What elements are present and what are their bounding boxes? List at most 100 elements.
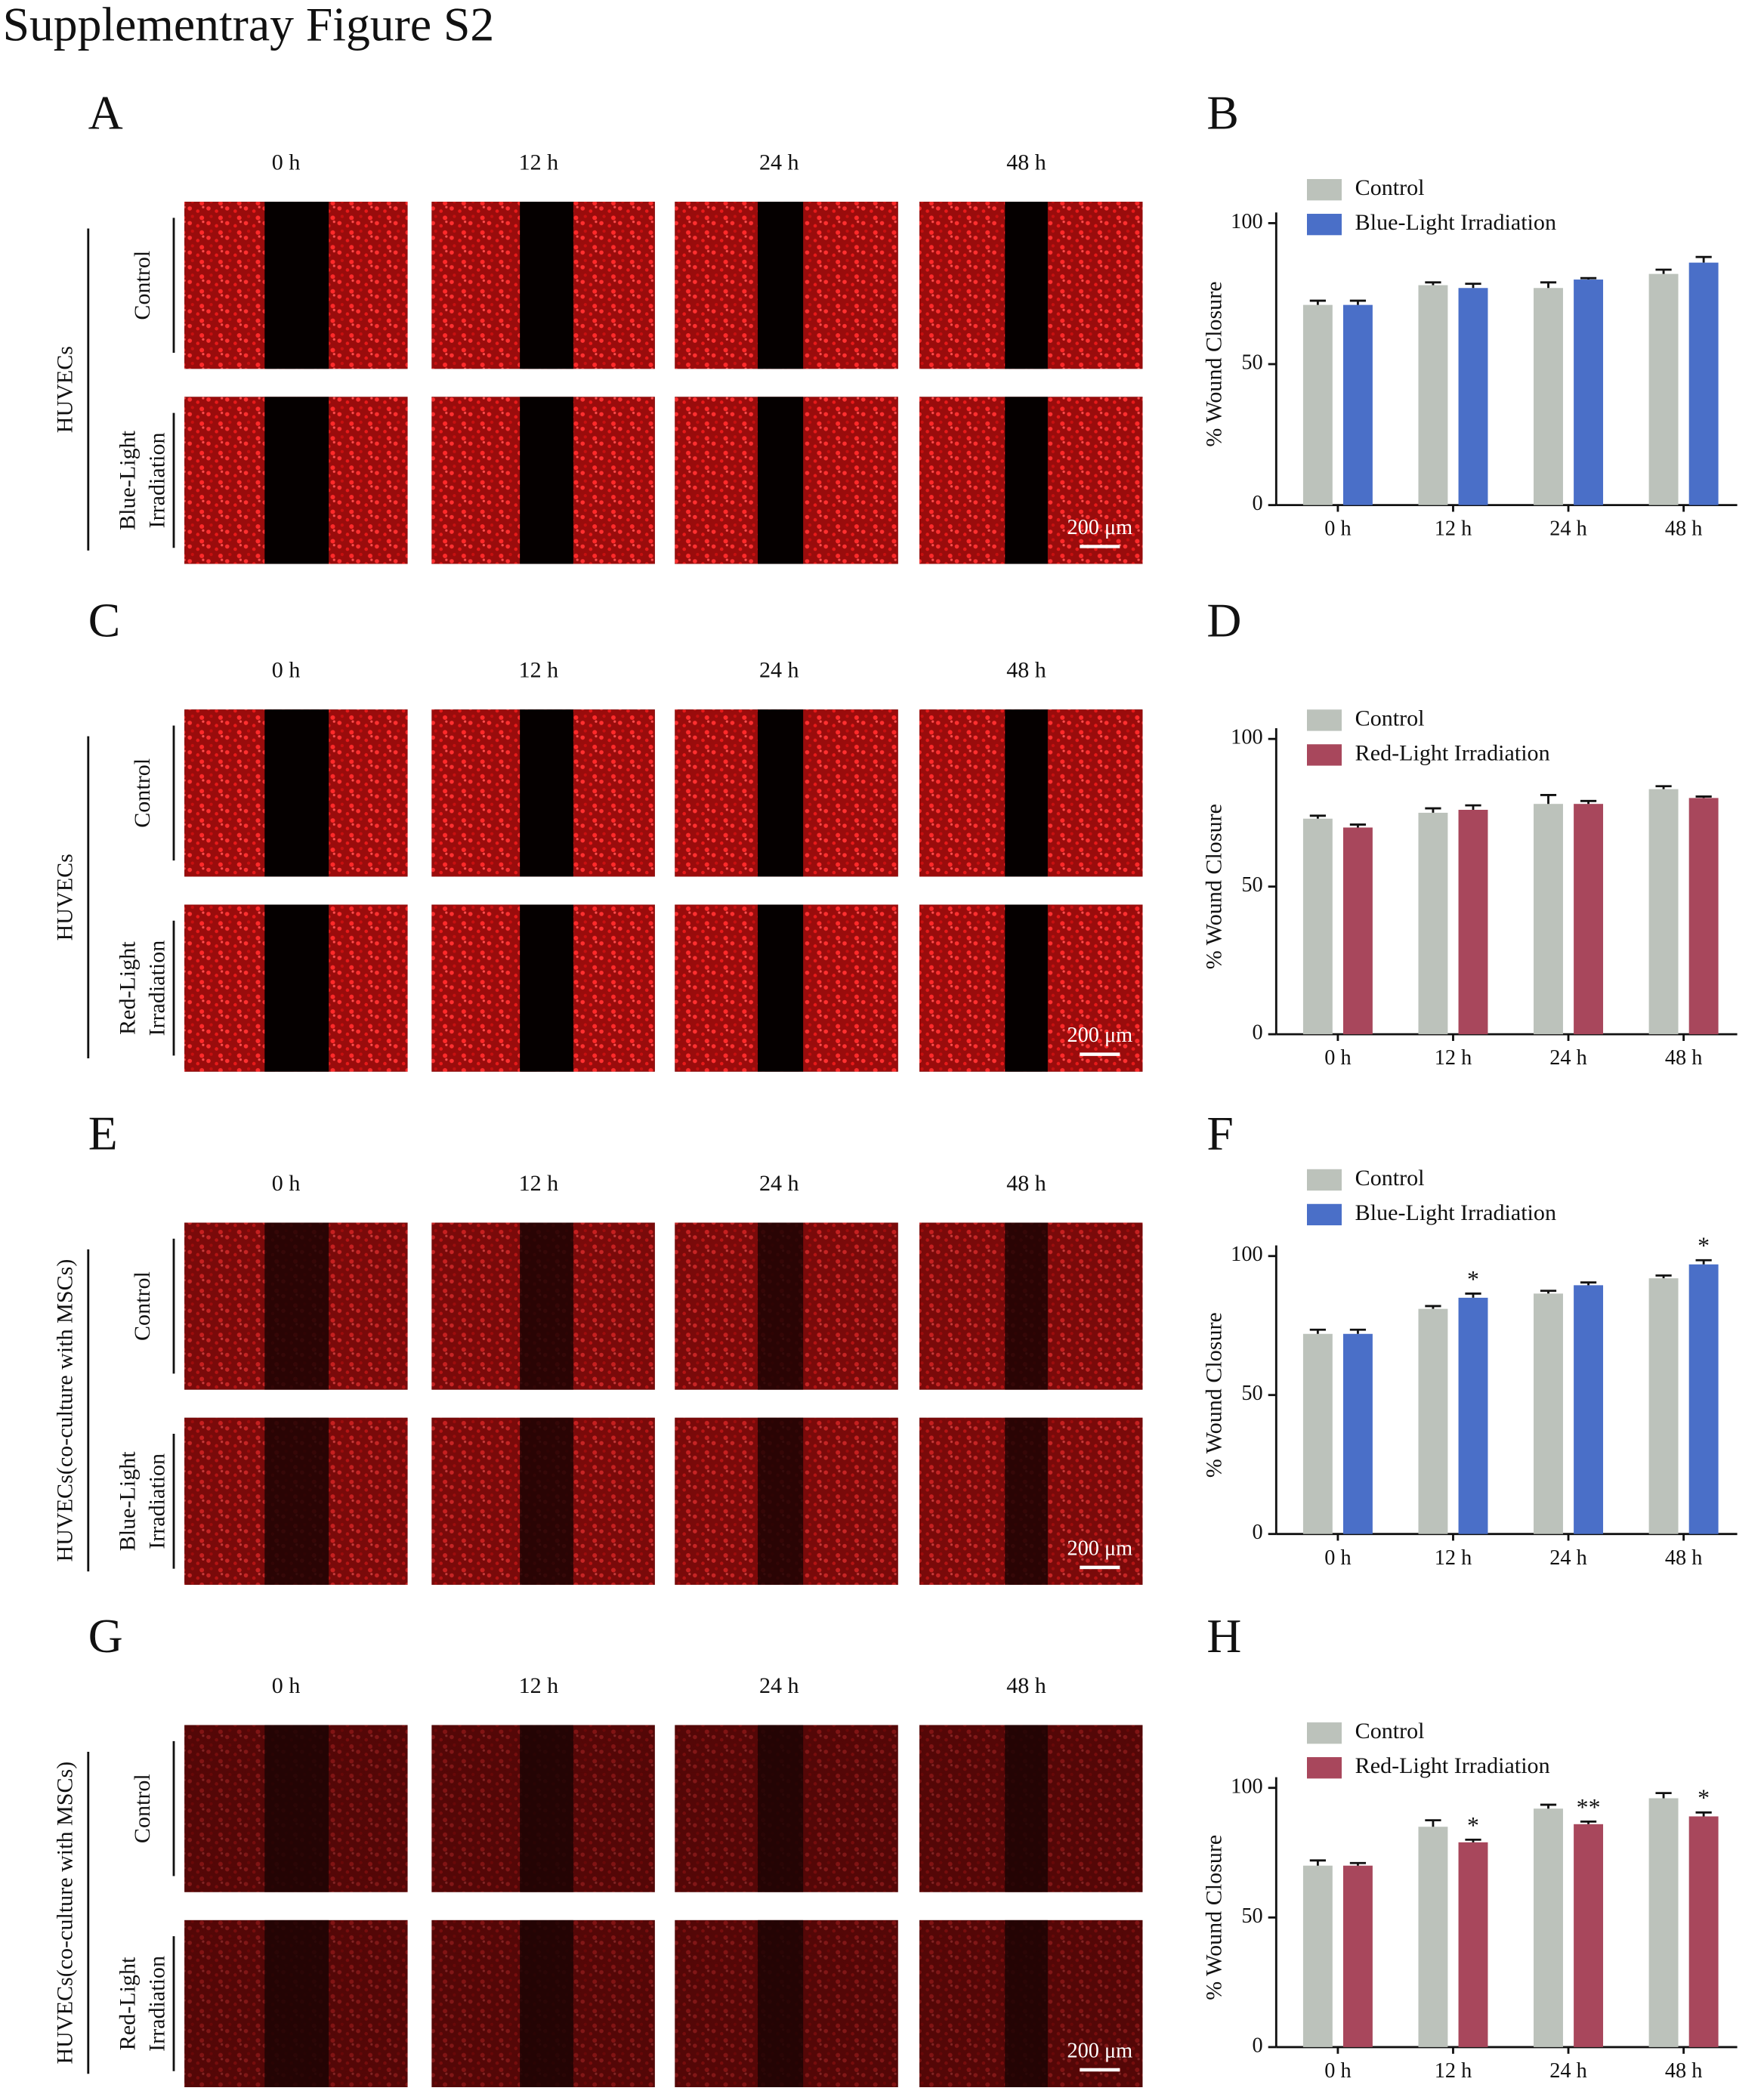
time-label: 0 h	[272, 1672, 301, 1698]
bar	[1302, 1333, 1333, 1534]
error-bar	[1425, 807, 1441, 813]
row-label: Red-Light	[115, 941, 141, 1035]
error-bar	[1425, 281, 1441, 286]
time-label: 24 h	[759, 1672, 799, 1698]
y-tick-label: 50	[1241, 873, 1262, 897]
y-tick-label: 100	[1231, 1774, 1262, 1798]
bar	[1688, 1264, 1719, 1534]
error-bar	[1309, 1859, 1326, 1866]
bar	[1534, 1808, 1563, 2047]
error-bar	[1655, 268, 1672, 274]
y-tick-label: 50	[1241, 1382, 1262, 1405]
bar	[1648, 789, 1679, 1035]
error-bar	[1655, 1792, 1672, 1799]
legend-label: Control	[1355, 705, 1425, 730]
time-label: 12 h	[519, 149, 559, 174]
wound-gap	[264, 904, 329, 1072]
y-tick-label: 100	[1231, 1243, 1262, 1266]
wound-gap	[1005, 1417, 1048, 1585]
chart-letter: H	[1206, 1609, 1241, 1663]
y-axis-label: % Wound Closure	[1201, 1835, 1227, 2000]
time-label: 24 h	[759, 149, 799, 174]
legend-swatch	[1307, 709, 1342, 731]
bar	[1342, 1333, 1373, 1534]
row-label: Red-Light	[115, 1957, 141, 2050]
x-tick-label: 12 h	[1435, 517, 1472, 541]
significance: *	[1467, 1812, 1479, 1839]
legend-swatch	[1307, 1722, 1342, 1744]
wound-gap	[757, 709, 804, 877]
bar	[1458, 1842, 1488, 2047]
chart-letter: B	[1206, 85, 1238, 139]
error-bar	[1655, 1274, 1672, 1279]
bar	[1648, 1278, 1679, 1534]
x-tick-label: 48 h	[1665, 2059, 1703, 2083]
y-tick-label: 0	[1252, 492, 1262, 515]
y-tick-label: 0	[1252, 1521, 1262, 1544]
wound-gap	[520, 1417, 573, 1585]
wound-gap	[1005, 1222, 1048, 1390]
legend-label: Control	[1355, 174, 1425, 200]
error-bar	[1695, 1259, 1712, 1265]
bar	[1688, 262, 1719, 505]
significance: *	[1467, 1266, 1479, 1293]
time-label: 48 h	[1006, 657, 1046, 683]
x-tick-label: 0 h	[1324, 517, 1351, 541]
bar	[1574, 804, 1604, 1035]
wound-gap	[264, 1222, 329, 1390]
row-label: Blue-Light	[115, 1451, 141, 1552]
y-tick-label: 50	[1241, 351, 1262, 375]
wound-gap	[757, 1920, 804, 2087]
wound-gap	[520, 202, 573, 369]
bar	[1418, 812, 1448, 1035]
row-label: Control	[129, 1271, 155, 1341]
x-tick-label: 0 h	[1324, 1046, 1351, 1070]
error-bar	[1695, 1811, 1712, 1817]
error-bar	[1309, 814, 1326, 819]
error-bar	[1425, 1819, 1441, 1827]
legend-swatch	[1307, 179, 1342, 201]
y-tick-label: 0	[1252, 1021, 1262, 1045]
bar	[1688, 1816, 1719, 2047]
legend-swatch	[1307, 744, 1342, 766]
time-label: 24 h	[759, 657, 799, 683]
significance: **	[1577, 1794, 1601, 1821]
bar	[1574, 1824, 1604, 2047]
group-label: HUVECs	[51, 346, 77, 433]
bar	[1458, 1297, 1488, 1534]
time-label: 0 h	[272, 149, 301, 174]
error-bar	[1349, 823, 1367, 828]
x-tick-label: 0 h	[1324, 2059, 1351, 2083]
chart-letter: F	[1206, 1107, 1233, 1160]
x-tick-label: 12 h	[1435, 1546, 1472, 1570]
error-bar	[1309, 1328, 1326, 1334]
legend-label: Blue-Light Irradiation	[1355, 1200, 1556, 1225]
row-label: Irradiation	[144, 432, 169, 528]
significance: *	[1698, 1785, 1710, 1811]
x-tick-label: 12 h	[1435, 1046, 1472, 1070]
row-label: Control	[129, 251, 155, 320]
wound-gap	[1005, 1725, 1048, 1892]
wound-gap	[264, 1417, 329, 1585]
error-bar	[1425, 1305, 1441, 1309]
scale-bar-label: 200 μm	[1067, 516, 1132, 539]
error-bar	[1580, 799, 1597, 805]
wound-gap	[520, 709, 573, 877]
panel-letter: E	[88, 1107, 118, 1160]
bar	[1302, 304, 1333, 505]
legend-swatch	[1307, 1169, 1342, 1191]
wound-gap	[757, 904, 804, 1072]
bar	[1342, 827, 1373, 1035]
y-axis-label: % Wound Closure	[1201, 281, 1227, 446]
x-tick-label: 0 h	[1324, 1546, 1351, 1570]
error-bar	[1540, 1803, 1557, 1809]
bar	[1688, 798, 1719, 1035]
bar	[1418, 285, 1448, 505]
wound-gap	[757, 397, 804, 564]
group-label: HUVECs(co-culture with MSCs)	[51, 1762, 77, 2065]
y-tick-label: 0	[1252, 2034, 1262, 2057]
bar	[1302, 818, 1333, 1035]
figure-title: Supplementray Figure S2	[3, 0, 495, 51]
wound-gap	[1005, 1920, 1048, 2087]
